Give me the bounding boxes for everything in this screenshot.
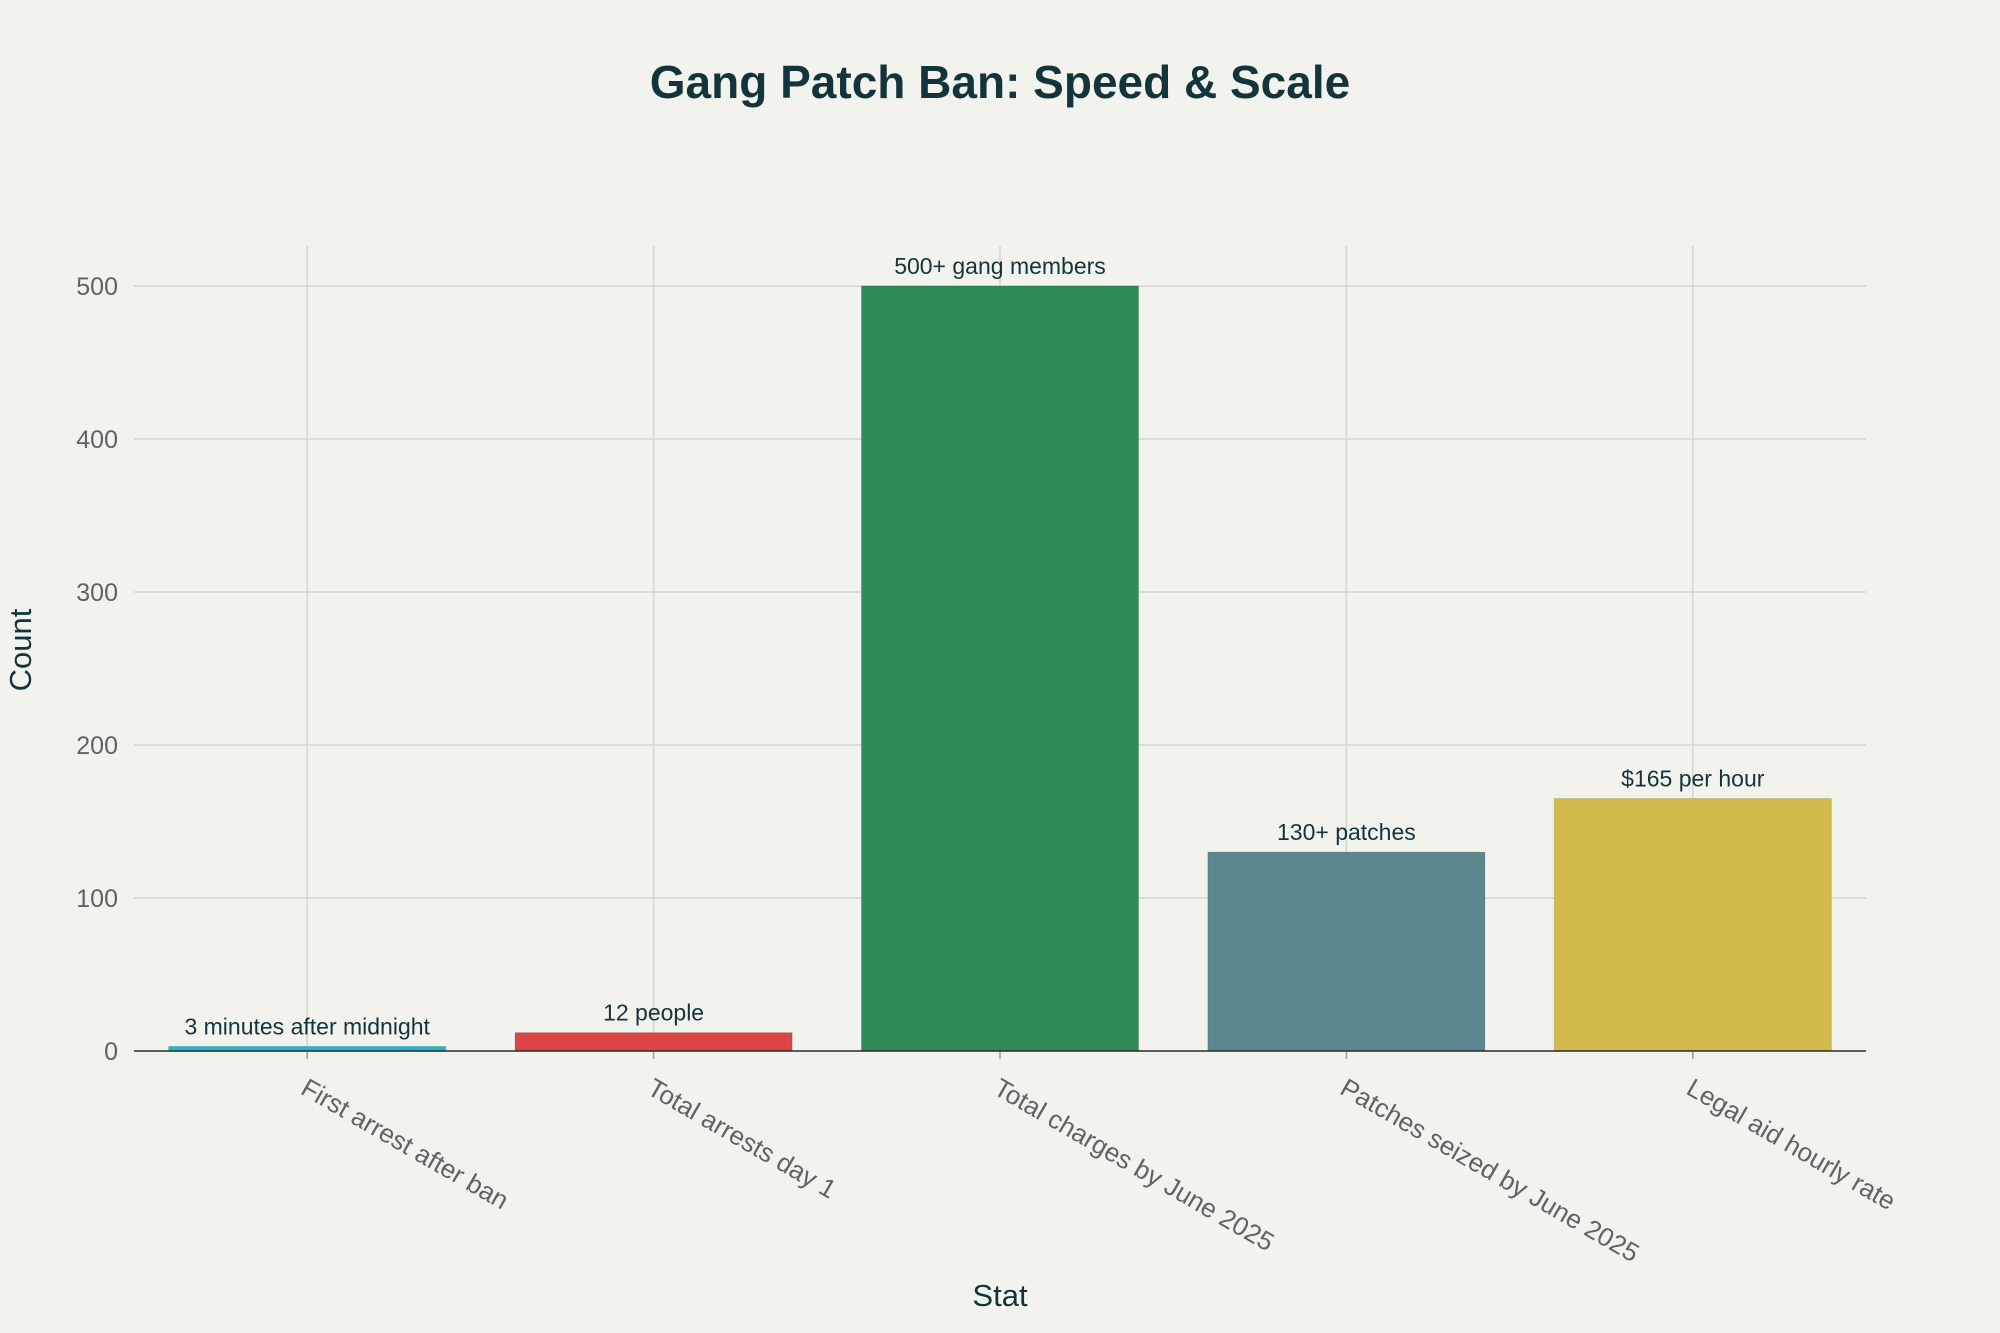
y-axis-title: Count (3, 608, 38, 691)
y-tick-label: 500 (76, 273, 118, 301)
bar-data-label: $165 per hour (1621, 766, 1765, 792)
x-tick-label: Total charges by June 2025 (989, 1072, 1279, 1257)
y-tick-label: 400 (76, 426, 118, 454)
bar-data-label: 500+ gang members (894, 253, 1106, 279)
y-tick-label: 300 (76, 579, 118, 607)
y-tick-label: 100 (76, 885, 118, 913)
y-axis-ticks: 0 100 200 300 400 500 (76, 273, 118, 1066)
bars (168, 285, 1832, 1052)
y-tick-label: 0 (104, 1038, 118, 1066)
x-tick-label: Legal aid hourly rate (1682, 1072, 1901, 1216)
bar (514, 1032, 793, 1052)
x-axis-title: Stat (972, 1278, 1028, 1313)
bar (860, 285, 1140, 1052)
data-labels: 3 minutes after midnight 12 people 500+ ga… (184, 253, 1764, 1039)
y-tick-label: 200 (76, 732, 118, 760)
x-axis-ticks: First arrest after ban Total arrests day … (296, 1051, 1901, 1268)
x-tick-label: Patches seized by June 2025 (1335, 1072, 1644, 1268)
bar (1553, 798, 1832, 1052)
bar-data-label: 3 minutes after midnight (184, 1013, 430, 1039)
x-tick-label: Total arrests day 1 (643, 1072, 842, 1204)
chart-title: Gang Patch Ban: Speed & Scale (650, 56, 1350, 108)
bar-data-label: 130+ patches (1277, 819, 1416, 845)
x-tick-label: First arrest after ban (296, 1072, 514, 1215)
bar (1207, 851, 1486, 1052)
bar-data-label: 12 people (603, 1000, 704, 1026)
